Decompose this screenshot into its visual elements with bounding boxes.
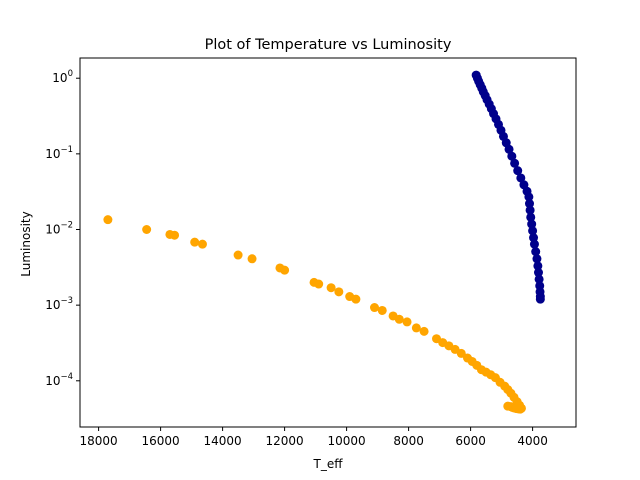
data-point: [533, 268, 543, 278]
data-point: [533, 261, 543, 271]
data-point: [510, 158, 520, 168]
data-point: [524, 192, 534, 202]
plot-area: [103, 70, 545, 414]
chart-title: Plot of Temperature vs Luminosity: [205, 37, 452, 53]
y-tick-label-exponent: −4: [60, 372, 73, 382]
data-point: [534, 274, 544, 284]
data-point: [516, 173, 526, 183]
y-tick-label-exponent: −2: [60, 221, 73, 231]
data-point: [394, 314, 404, 324]
data-point: [528, 226, 538, 236]
data-point: [529, 239, 539, 249]
data-point: [247, 254, 257, 264]
plot-frame: [79, 57, 577, 428]
y-tick-label-base: 10: [45, 147, 60, 161]
y-tick-label: 10−2: [45, 221, 73, 237]
series-1: [471, 70, 545, 304]
data-point: [142, 225, 152, 235]
y-axis-label: Luminosity: [19, 211, 33, 276]
x-tick-label: 8000: [393, 434, 424, 448]
y-tick-label: 10−3: [45, 296, 73, 312]
y-tick-label-base: 10: [45, 223, 60, 237]
x-tick-label: 4000: [517, 434, 548, 448]
data-point: [280, 265, 290, 275]
data-point: [532, 254, 542, 264]
x-tick-label: 6000: [455, 434, 486, 448]
data-point: [525, 199, 534, 209]
y-tick-label-exponent: −1: [60, 145, 73, 155]
x-tick-label: 10000: [328, 434, 366, 448]
data-point: [370, 303, 379, 313]
data-point: [351, 294, 361, 304]
y-tick-label: 10−4: [45, 372, 73, 388]
data-point: [535, 294, 545, 304]
data-point: [326, 283, 336, 293]
data-point: [233, 250, 243, 260]
x-axis: 18000 16000 14000 12000 10000 8000 6000 4000: [80, 427, 548, 448]
data-point: [526, 212, 536, 222]
data-point: [515, 404, 525, 414]
data-point: [402, 317, 412, 327]
data-point: [507, 151, 517, 161]
x-tick-label: 14000: [204, 434, 242, 448]
y-tick-label-base: 10: [52, 71, 67, 85]
data-point: [197, 239, 207, 249]
x-tick-label: 12000: [266, 434, 304, 448]
data-point: [103, 215, 113, 225]
data-point: [377, 305, 387, 315]
data-point: [527, 219, 537, 229]
y-tick-label: 100: [52, 69, 73, 85]
y-tick-label-exponent: 0: [68, 69, 73, 79]
data-point: [411, 323, 421, 333]
y-tick-label-base: 10: [45, 298, 60, 312]
y-tick-label-base: 10: [45, 374, 60, 388]
data-point: [419, 326, 429, 336]
data-point: [456, 348, 466, 358]
data-point: [504, 144, 514, 154]
data-point: [513, 166, 523, 176]
data-point: [190, 237, 200, 247]
data-point: [170, 230, 180, 240]
y-tick-label-exponent: −3: [60, 296, 73, 306]
data-point: [531, 247, 541, 257]
y-tick-label: 10−1: [45, 145, 73, 161]
x-tick-label: 18000: [80, 434, 118, 448]
data-point: [314, 279, 324, 289]
x-axis-label: T_eff: [313, 457, 344, 471]
data-point: [334, 287, 344, 297]
data-point: [525, 205, 535, 215]
x-tick-label: 16000: [142, 434, 180, 448]
series-0: [103, 215, 526, 414]
